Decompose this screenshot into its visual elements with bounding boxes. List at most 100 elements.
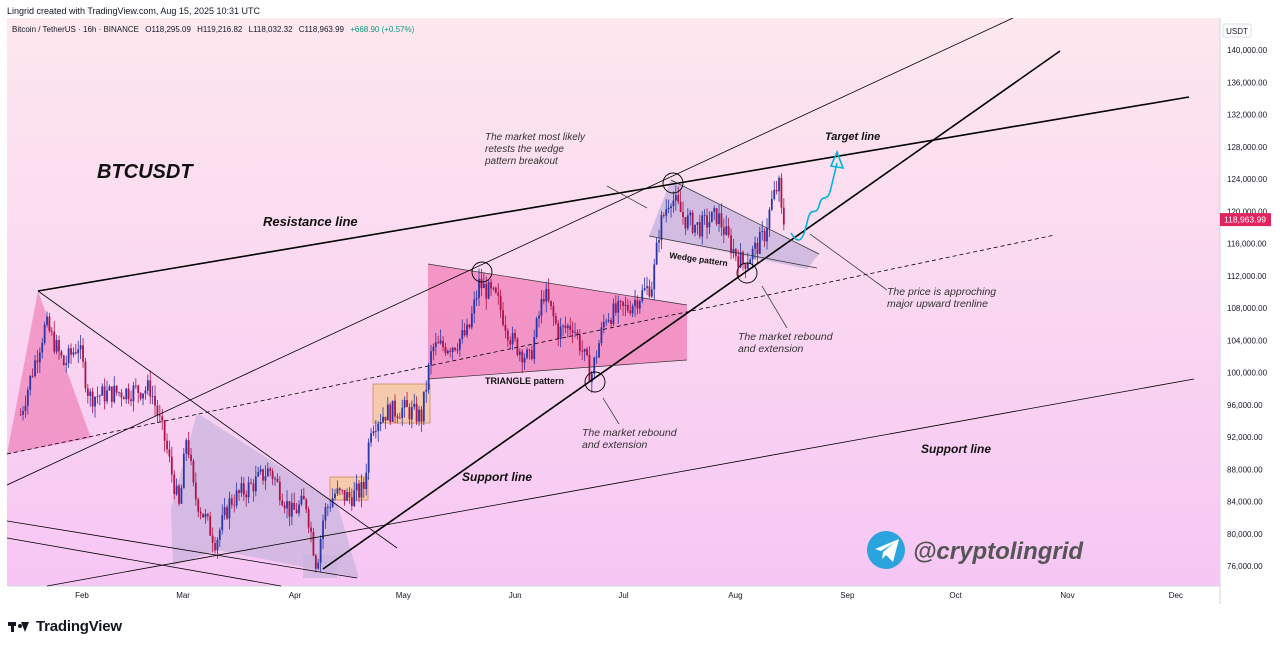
- ohlc-high: H119,216.82: [197, 25, 243, 34]
- candle-up: [67, 348, 70, 364]
- price-tick-label: 92,000.00: [1227, 433, 1263, 442]
- pivot-circle-jul: [662, 172, 684, 194]
- candle-up: [478, 278, 480, 298]
- candle-up: [696, 222, 699, 225]
- time-tick-label: Sep: [840, 591, 855, 600]
- candle-up: [43, 324, 46, 343]
- candle-up: [749, 259, 752, 264]
- candle-down: [406, 399, 408, 407]
- candle-down: [684, 217, 687, 229]
- triangle-top-edge: [427, 263, 688, 306]
- candle-up: [106, 390, 108, 402]
- candle-up: [346, 492, 348, 501]
- candle-up: [22, 411, 24, 415]
- candle-up: [634, 300, 636, 306]
- candle-down: [691, 212, 694, 233]
- candle-up: [41, 342, 44, 353]
- candle-up: [257, 471, 260, 477]
- candle-down: [706, 215, 708, 228]
- price-tick-label: 76,000.00: [1227, 562, 1263, 571]
- candle-down: [197, 499, 200, 512]
- pivot-circle-aug: [736, 262, 758, 284]
- ohlc-change: +668.90 (+0.57%): [350, 25, 414, 34]
- candle-down: [698, 222, 701, 237]
- price-chart[interactable]: BTCUSDT Resistance line Target line Supp…: [6, 17, 1271, 604]
- candle-down: [499, 295, 502, 311]
- candle-up: [446, 350, 449, 354]
- candle-up: [667, 208, 670, 210]
- candle-down: [271, 471, 274, 480]
- candle-up: [266, 468, 269, 477]
- candle-down: [343, 490, 346, 501]
- candle-up: [113, 385, 116, 402]
- candle-down: [727, 226, 730, 236]
- time-tick-label: May: [396, 591, 411, 600]
- candle-down: [775, 189, 778, 192]
- candle-up: [773, 189, 776, 199]
- candle-down: [636, 300, 639, 309]
- candle-down: [103, 386, 106, 402]
- candle-up: [518, 351, 521, 355]
- candle-up: [701, 215, 704, 237]
- pointer-arrows: [602, 185, 888, 425]
- time-axis[interactable]: Feb Mar Apr May Jun Jul Aug Sep Oct Nov Dec: [75, 591, 1183, 600]
- candle-up: [264, 476, 267, 481]
- candle-up: [247, 482, 250, 498]
- chart-svg[interactable]: BTCUSDT Resistance line Target line Supp…: [6, 17, 1271, 604]
- candle-up: [377, 423, 380, 432]
- candle-up: [372, 431, 375, 434]
- candle-down: [19, 414, 22, 416]
- candle-down: [437, 342, 440, 344]
- candle-up: [595, 357, 598, 359]
- candle-down: [233, 504, 236, 506]
- candle-up: [331, 498, 334, 507]
- candle-down: [115, 385, 118, 393]
- lower-left-line-1: [6, 520, 358, 579]
- time-tick-label: Jun: [509, 591, 522, 600]
- currency-badge[interactable]: USDT: [1222, 23, 1252, 38]
- candle-down: [578, 334, 581, 351]
- candle-up: [235, 490, 238, 506]
- candle-down: [554, 316, 557, 324]
- trend-lines: [6, 17, 1195, 587]
- candle-up: [221, 515, 224, 531]
- candle-up: [559, 326, 562, 339]
- candle-up: [643, 288, 646, 291]
- tradingview-brand: TradingView: [36, 617, 122, 635]
- candle-up: [473, 299, 476, 314]
- candle-up: [641, 290, 644, 302]
- candle-down: [420, 409, 423, 422]
- candle-down: [310, 527, 312, 532]
- candle-up: [432, 346, 435, 352]
- candle-up: [24, 405, 27, 412]
- candle-down: [516, 338, 519, 355]
- candle-up: [650, 289, 653, 297]
- price-tick-label: 136,000.00: [1227, 78, 1268, 87]
- time-axis-bg: [7, 586, 1220, 604]
- candle-down: [502, 310, 504, 325]
- price-tick-label: 128,000.00: [1227, 143, 1268, 152]
- candle-down: [737, 256, 740, 268]
- candle-down: [629, 310, 632, 314]
- candle-up: [658, 240, 660, 243]
- candle-up: [686, 215, 689, 229]
- candle-down: [187, 440, 190, 455]
- candle-up: [413, 403, 416, 408]
- candle-up: [185, 440, 188, 454]
- price-axis[interactable]: 140,000.00 136,000.00 132,000.00 128,000.00…: [1227, 46, 1268, 571]
- candle-down: [677, 195, 680, 202]
- candle-down: [396, 416, 399, 419]
- candle-up: [655, 242, 658, 265]
- candle-up: [713, 208, 716, 212]
- time-tick-label: Aug: [728, 591, 742, 600]
- feb-descending-line: [37, 290, 398, 549]
- candle-down: [744, 263, 747, 269]
- candle-down: [134, 385, 137, 387]
- candle-down: [190, 454, 192, 461]
- dashed-midline: [6, 234, 1056, 455]
- candle-down: [82, 345, 84, 362]
- candle-up: [144, 390, 147, 394]
- candle-down: [571, 330, 574, 333]
- candle-down: [62, 355, 65, 366]
- candle-up: [29, 375, 32, 390]
